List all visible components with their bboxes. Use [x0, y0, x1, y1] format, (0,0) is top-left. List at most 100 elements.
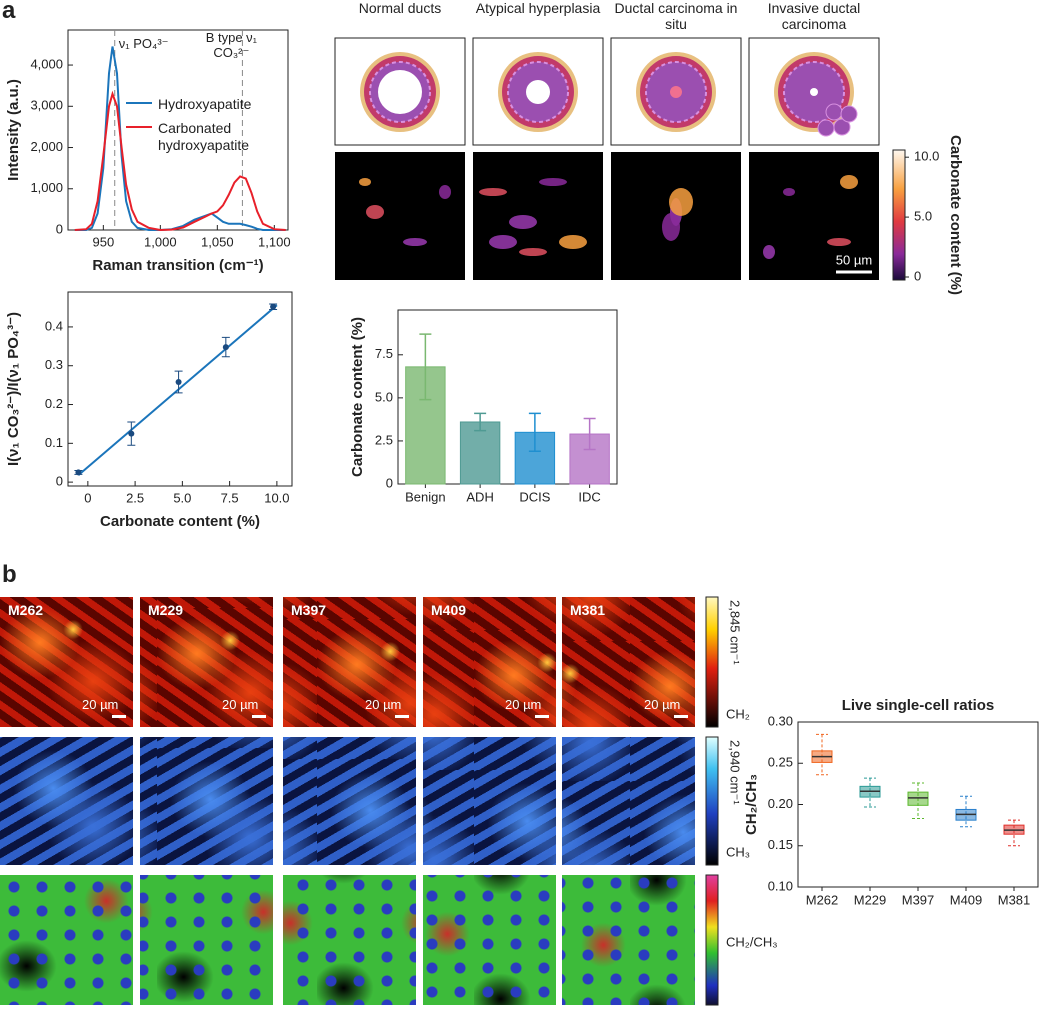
scale-bar [112, 715, 126, 718]
plot-frame [67, 291, 293, 487]
x-tick-label: M381 [998, 892, 1031, 907]
carbonate-map [335, 152, 465, 280]
panel-label: b [2, 561, 17, 588]
sample-label: M397 [291, 602, 327, 618]
stage-label: Invasive ductal carcinoma [767, 0, 861, 32]
micrograph [423, 875, 556, 1005]
spectrum-line [74, 90, 286, 232]
colorbar-label: Carbonate content (%) [947, 135, 964, 295]
carbonate-signal [479, 188, 507, 196]
y-tick-label: 7.5 [375, 346, 393, 361]
scale-bar [535, 715, 549, 718]
scale-bar [252, 715, 266, 718]
carbonate-signal [669, 188, 693, 216]
x-tick-label: M397 [902, 892, 935, 907]
data-point [270, 303, 277, 310]
data-point [75, 469, 82, 476]
scale-bar-label: 20 µm [505, 697, 542, 712]
reference-label: ν₁ PO₄³⁻ [118, 36, 169, 51]
y-axis-label: Carbonate content (%) [349, 317, 366, 477]
stage-label: Ductal carcinoma in situ [614, 0, 738, 32]
y-tick-label: 0.1 [45, 435, 63, 450]
carbonate-signal [509, 215, 537, 229]
y-tick-label: 3,000 [30, 98, 63, 113]
y-tick-label: 0.2 [45, 396, 63, 411]
carbonate-signal [840, 175, 858, 189]
scale-bar-label: 50 µm [836, 252, 872, 267]
duct-lumen [378, 70, 422, 114]
y-tick-label: 0.30 [768, 713, 793, 728]
x-tick-label: Benign [405, 489, 445, 504]
sample-label: M262 [8, 602, 44, 618]
micrograph [283, 597, 416, 727]
x-tick-label: 1,100 [258, 234, 291, 249]
micrograph [140, 875, 273, 1005]
data-point [222, 344, 229, 351]
error-bar [419, 333, 432, 401]
carbonate-signal [783, 188, 795, 196]
x-tick-label: 5.0 [173, 490, 191, 505]
scale-bar-label: 20 µm [365, 697, 402, 712]
carbonate-signal [489, 235, 517, 249]
data-point [128, 430, 135, 437]
colorbar [705, 874, 719, 1006]
data-point [175, 379, 182, 386]
x-tick-label: DCIS [519, 489, 550, 504]
micrograph [562, 737, 695, 865]
colorbar-wavenumber: 2,845 cm⁻¹ [728, 600, 743, 665]
carbonate-signal [763, 245, 775, 259]
y-tick-label: 0.10 [768, 878, 793, 893]
chart-title: Live single-cell ratios [842, 697, 995, 714]
panel-label: a [2, 0, 16, 24]
colorbar-tick-label: 10.0 [914, 149, 939, 164]
duct-lumen [670, 86, 682, 98]
invading-cell [840, 105, 858, 123]
x-tick-label: 1,050 [201, 234, 234, 249]
micrograph [283, 737, 416, 865]
y-tick-label: 0.25 [768, 755, 793, 770]
carbonate-signal [559, 235, 587, 249]
legend-label: Hydroxyapatite [158, 96, 252, 112]
error-bar [583, 417, 596, 451]
scale-bar [674, 715, 688, 718]
x-axis-label: Raman transition (cm⁻¹) [92, 257, 263, 274]
micrograph [423, 737, 556, 865]
colorbar-label: CH₂ [726, 706, 750, 721]
y-tick-label: 2,000 [30, 139, 63, 154]
colorbar [705, 596, 719, 728]
sample-label: M229 [148, 602, 184, 618]
carbonate-signal [519, 248, 547, 256]
micrograph [0, 737, 133, 865]
reference-label: B type ν₁ CO₃²⁻ [205, 30, 258, 60]
scale-bar-label: 20 µm [82, 697, 119, 712]
y-tick-label: 1,000 [30, 180, 63, 195]
stage-label: Atypical hyperplasia [475, 0, 601, 16]
plot-frame [397, 309, 618, 485]
stage-label: Normal ducts [358, 0, 442, 16]
duct-lumen [526, 80, 550, 104]
colorbar-tick-label: 0 [914, 268, 921, 283]
colorbar-wavenumber: 2,940 cm⁻¹ [728, 740, 743, 805]
whisker [864, 777, 876, 808]
invading-cell [817, 119, 835, 137]
error-bar [474, 412, 487, 432]
x-tick-label: 0 [84, 490, 91, 505]
legend-label: Carbonated hydroxyapatite [158, 120, 250, 153]
box [907, 791, 929, 806]
y-tick-label: 0 [56, 221, 63, 236]
y-axis-label: Intensity (a.u.) [5, 79, 22, 181]
micrograph [562, 875, 695, 1005]
plot-frame [67, 29, 289, 231]
carbonate-signal [827, 238, 851, 246]
y-tick-label: 0 [386, 475, 393, 490]
y-tick-label: 0 [56, 474, 63, 489]
micrograph [0, 597, 133, 727]
x-tick-label: 1,000 [144, 234, 177, 249]
y-tick-label: 0.20 [768, 796, 793, 811]
carbonate-signal [662, 213, 680, 241]
duct-lumen [810, 88, 818, 96]
bar [459, 421, 501, 485]
micrograph [140, 597, 273, 727]
colorbar-label: CH₂/CH₃ [726, 934, 778, 949]
